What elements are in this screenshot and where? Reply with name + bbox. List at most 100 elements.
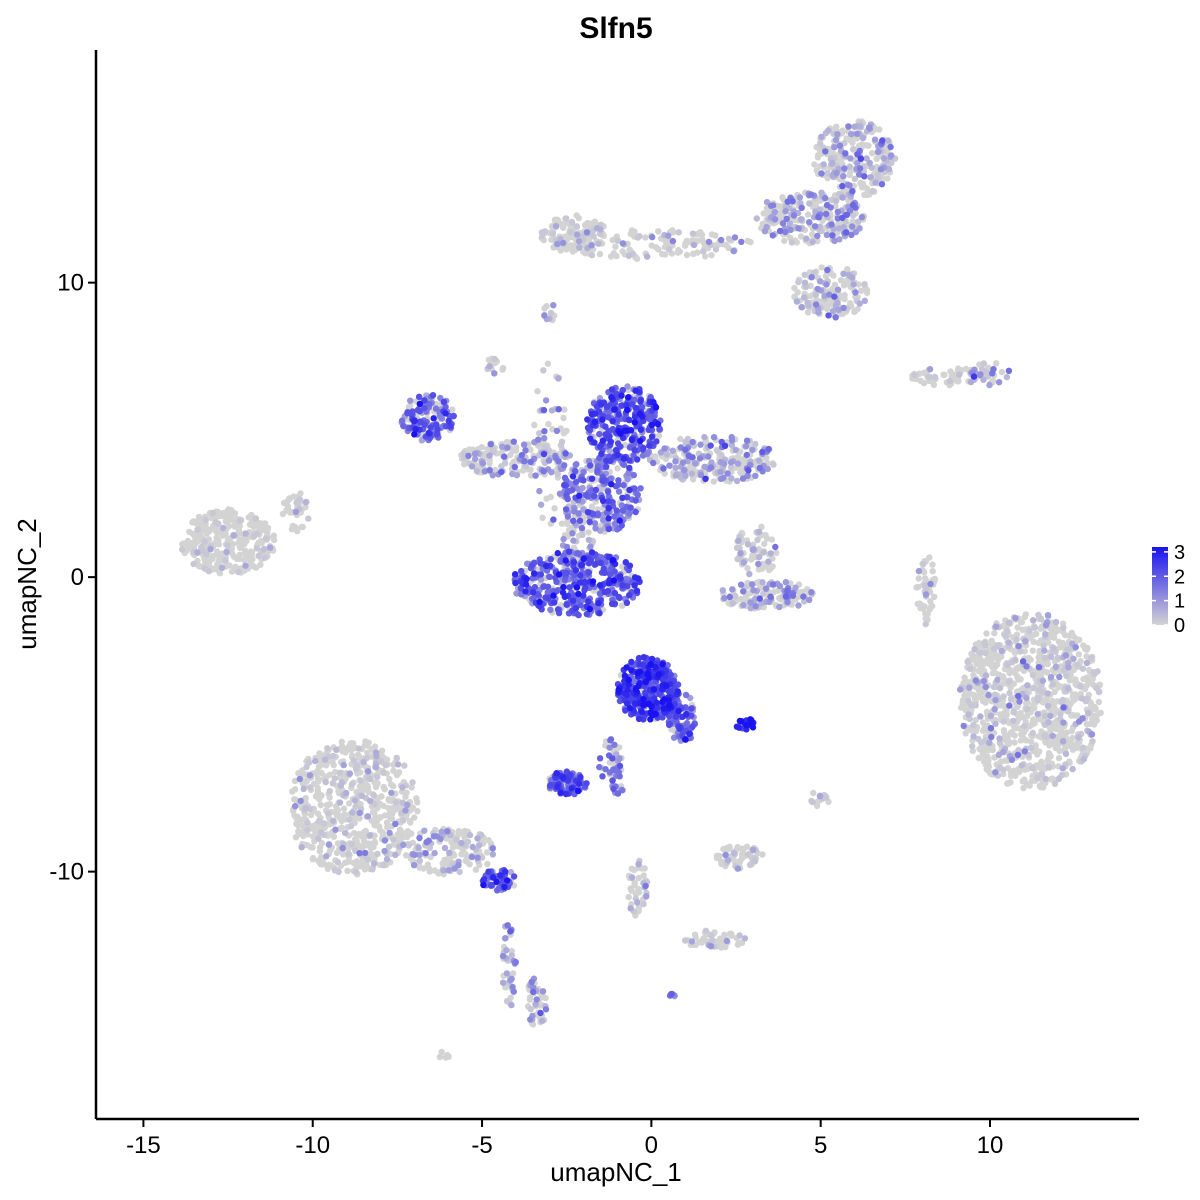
- scatter-point: [764, 563, 771, 570]
- scatter-point: [795, 602, 802, 609]
- scatter-point: [522, 447, 529, 454]
- scatter-point: [697, 471, 705, 479]
- scatter-point: [552, 222, 560, 230]
- scatter-point: [771, 216, 779, 223]
- scatter-point: [631, 677, 638, 685]
- scatter-point: [760, 590, 767, 597]
- scatter-point: [1051, 688, 1058, 696]
- scatter-point: [318, 829, 325, 836]
- scatter-point: [376, 823, 383, 830]
- scatter-point: [691, 931, 699, 938]
- scatter-point: [392, 820, 399, 828]
- scatter-point: [731, 234, 739, 241]
- scatter-point: [960, 722, 967, 730]
- scatter-point: [350, 742, 357, 750]
- scatter-point: [337, 825, 344, 832]
- scatter-point: [543, 495, 550, 502]
- scatter-point: [218, 512, 225, 520]
- scatter-point: [1014, 624, 1021, 631]
- scatter-point: [971, 646, 978, 653]
- scatter-point: [558, 520, 566, 527]
- scatter-point: [338, 743, 346, 750]
- scatter-point: [407, 819, 414, 826]
- scatter-point: [637, 485, 644, 492]
- scatter-point: [1059, 765, 1067, 772]
- scatter-point: [725, 235, 733, 242]
- scatter-point: [1095, 698, 1103, 706]
- scatter-point: [472, 455, 479, 463]
- scatter-point: [302, 499, 309, 506]
- scatter-point: [348, 752, 356, 759]
- scatter-point: [849, 187, 856, 195]
- scatter-point: [822, 194, 829, 202]
- scatter-point: [400, 817, 407, 824]
- scatter-point: [1052, 618, 1060, 626]
- scatter-point: [845, 123, 852, 130]
- scatter-point: [575, 510, 582, 517]
- scatter-point: [535, 436, 542, 443]
- scatter-point: [1057, 730, 1065, 737]
- scatter-point: [755, 560, 762, 568]
- scatter-point: [1063, 743, 1070, 750]
- scatter-point: [371, 779, 378, 786]
- scatter-point: [831, 281, 839, 288]
- scatter-point: [846, 163, 853, 170]
- scatter-point: [372, 764, 380, 771]
- scatter-point: [718, 939, 726, 947]
- scatter-point: [820, 161, 827, 168]
- scatter-point: [1017, 676, 1024, 683]
- scatter-point: [726, 930, 734, 938]
- scatter-point: [476, 842, 483, 849]
- scatter-point: [988, 733, 995, 741]
- scatter-point: [917, 377, 924, 384]
- scatter-point: [968, 650, 975, 657]
- scatter-point: [737, 550, 744, 557]
- scatter-point: [1004, 740, 1011, 747]
- scatter-point: [438, 828, 445, 836]
- scatter-point: [611, 520, 619, 527]
- scatter-point: [390, 761, 397, 768]
- scatter-point: [1062, 750, 1070, 758]
- scatter-point: [1033, 630, 1040, 637]
- scatter-point: [541, 428, 548, 435]
- scatter-point: [1042, 622, 1050, 629]
- scatter-point: [1059, 696, 1066, 704]
- scatter-point: [355, 745, 363, 752]
- scatter-point: [798, 204, 805, 211]
- scatter-point: [202, 516, 209, 524]
- scatter-point: [1029, 729, 1037, 737]
- scatter-point: [555, 375, 562, 382]
- scatter-point: [811, 223, 819, 230]
- scatter-point: [635, 861, 642, 868]
- scatter-point: [772, 543, 779, 551]
- scatter-point: [228, 568, 236, 575]
- scatter-point: [1077, 683, 1084, 690]
- scatter-point: [808, 274, 815, 281]
- scatter-point: [1071, 678, 1079, 685]
- scatter-point: [753, 215, 760, 222]
- scatter-point: [302, 804, 309, 811]
- scatter-point: [471, 450, 479, 457]
- scatter-point: [761, 540, 768, 548]
- scatter-point: [856, 300, 863, 307]
- scatter-point: [1068, 712, 1075, 719]
- scatter-point: [813, 296, 820, 303]
- scatter-point: [626, 510, 633, 517]
- scatter-point: [743, 843, 751, 850]
- scatter-point: [661, 470, 668, 477]
- scatter-point: [793, 298, 801, 305]
- scatter-point: [822, 148, 829, 155]
- scatter-point: [322, 778, 329, 786]
- scatter-point: [1085, 709, 1092, 716]
- scatter-point: [859, 134, 867, 141]
- scatter-point: [455, 862, 462, 869]
- scatter-point: [310, 854, 317, 862]
- scatter-point: [190, 560, 197, 568]
- scatter-point: [362, 738, 369, 745]
- scatter-point: [335, 788, 342, 795]
- scatter-point: [855, 281, 862, 288]
- scatter-point: [209, 552, 217, 560]
- scatter-point: [449, 406, 456, 413]
- scatter-point: [831, 237, 838, 244]
- scatter-point: [822, 793, 829, 800]
